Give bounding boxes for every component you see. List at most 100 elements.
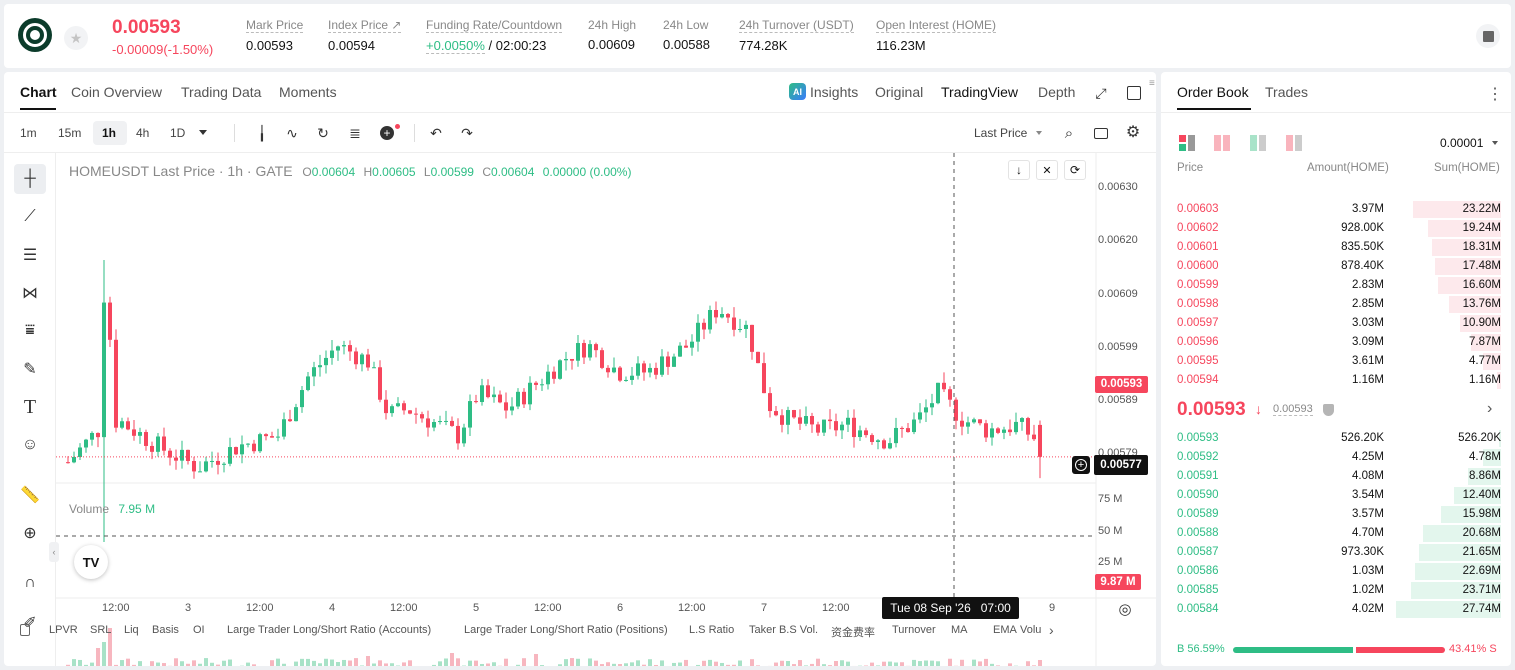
view-original[interactable]: Original — [875, 84, 924, 100]
precision-select[interactable]: 0.00001 — [1440, 136, 1484, 150]
indicator-item[interactable]: Liq — [124, 624, 139, 636]
bid-row[interactable]: 0.00588 4.70M 20.68M — [1171, 524, 1501, 543]
bid-row[interactable]: 0.00584 4.02M 27.74M — [1171, 600, 1501, 619]
view-bids-icon[interactable] — [1250, 135, 1266, 151]
bid-row[interactable]: 0.00592 4.25M 4.78M — [1171, 448, 1501, 467]
indicator-item[interactable]: Large Trader Long/Short Ratio (Positions… — [464, 624, 668, 636]
interval-dropdown-icon[interactable] — [199, 130, 207, 135]
view-tradingview[interactable]: TradingView — [941, 84, 1019, 100]
interval-1h-selected[interactable] — [93, 121, 127, 145]
camera-icon[interactable] — [1094, 128, 1108, 139]
interval-1h[interactable]: 1h — [102, 126, 117, 140]
indicator-item[interactable]: 资金费率 — [831, 627, 875, 639]
zoom-tool-icon[interactable]: ⊕ — [23, 525, 37, 542]
bid-row[interactable]: 0.00590 3.54M 12.40M — [1171, 486, 1501, 505]
search-icon[interactable]: ⌕ — [1064, 124, 1074, 142]
tab-order-book[interactable]: Order Book — [1177, 84, 1249, 100]
price-type-select[interactable]: Last Price — [974, 126, 1028, 140]
indicator-item[interactable]: LPVR — [49, 624, 78, 636]
volume-bar — [540, 665, 544, 666]
view-depth[interactable]: Depth — [1038, 84, 1076, 100]
volume-bar — [522, 658, 526, 666]
ask-row[interactable]: 0.00594 1.16M 1.16M — [1171, 371, 1501, 390]
ruler-tool-icon[interactable]: 📏 — [20, 487, 40, 504]
interval-15m[interactable]: 15m — [58, 126, 82, 140]
trendline-tool-icon[interactable]: ⟋ — [24, 208, 36, 225]
redo-icon[interactable]: ↷ — [461, 125, 473, 141]
indicator-item[interactable]: OI — [193, 624, 205, 636]
volume-bar — [870, 662, 874, 666]
ask-row[interactable]: 0.00600 878.40K 17.48M — [1171, 257, 1501, 276]
ask-row[interactable]: 0.00602 928.00K 19.24M — [1171, 219, 1501, 238]
bid-row[interactable]: 0.00587 973.30K 21.65M — [1171, 543, 1501, 562]
view-asks-bids-icon[interactable] — [1214, 135, 1230, 151]
stat-index-price[interactable]: Index Price ↗ 0.00594 — [328, 18, 402, 53]
notes-icon[interactable] — [1476, 24, 1500, 48]
expand-icon[interactable]: ⤢ — [1095, 85, 1107, 101]
indicator-item[interactable]: Large Trader Long/Short Ratio (Accounts) — [227, 624, 432, 636]
brush-tool-icon[interactable]: ✎ — [23, 361, 37, 378]
interval-1m[interactable]: 1m — [20, 126, 37, 140]
indicator-lock-icon[interactable] — [20, 624, 30, 636]
window-icon[interactable] — [1127, 86, 1141, 100]
legend-down-button[interactable]: ↓ — [1008, 160, 1030, 180]
ask-row[interactable]: 0.00596 3.09M 7.87M — [1171, 333, 1501, 352]
indicator-item[interactable]: Taker B.S Vol. — [749, 624, 819, 636]
view-insights[interactable]: Insights — [810, 84, 859, 100]
undo-icon[interactable]: ↶ — [430, 125, 442, 141]
tab-moments[interactable]: Moments — [279, 84, 337, 100]
replay-icon[interactable]: ↻ — [317, 125, 329, 141]
chevron-right-icon[interactable]: › — [1487, 400, 1493, 417]
crosshair-add-icon[interactable]: + — [1072, 456, 1090, 474]
ask-row[interactable]: 0.00595 3.61M 4.77M — [1171, 352, 1501, 371]
tab-coin-overview[interactable]: Coin Overview — [71, 84, 163, 100]
bid-row[interactable]: 0.00585 1.02M 23.71M — [1171, 581, 1501, 600]
settings-gear-icon[interactable]: ⚙ — [1125, 124, 1141, 141]
ask-row[interactable]: 0.00597 3.03M 10.90M — [1171, 314, 1501, 333]
view-asks-icon[interactable] — [1286, 135, 1302, 151]
view-both-icon[interactable] — [1179, 135, 1195, 151]
crosshair-tool-icon[interactable]: ┼ — [14, 164, 46, 194]
indicator-item[interactable]: SRL — [90, 624, 112, 636]
indicator-item[interactable]: L.S Ratio — [689, 624, 735, 636]
pattern-tool-icon[interactable]: ⋈ — [22, 285, 38, 302]
indicator-item[interactable]: Basis — [152, 624, 179, 636]
indicator-item[interactable]: Turnover — [892, 624, 936, 636]
ask-row[interactable]: 0.00601 835.50K 18.31M — [1171, 238, 1501, 257]
magnet-tool-icon[interactable]: ∩ — [24, 574, 36, 591]
bid-row[interactable]: 0.00589 3.57M 15.98M — [1171, 505, 1501, 524]
lock-tool-icon[interactable]: ✐ — [23, 615, 37, 632]
emoji-tool-icon[interactable]: ☺ — [21, 436, 39, 453]
indicators-icon[interactable]: ∿ — [286, 125, 298, 141]
bid-row[interactable]: 0.00591 4.08M 8.86M — [1171, 467, 1501, 486]
indicator-item[interactable]: EMA — [993, 624, 1017, 636]
legend-collapse-button[interactable]: ✕ — [1036, 160, 1058, 180]
bid-row[interactable]: 0.00586 1.03M 22.69M — [1171, 562, 1501, 581]
text-tool-icon[interactable]: T — [23, 395, 37, 418]
tab-trading-data[interactable]: Trading Data — [181, 84, 262, 100]
bid-row[interactable]: 0.00593 526.20K 526.20K — [1171, 429, 1501, 448]
panel-menu-icon[interactable]: ≡ — [1149, 78, 1155, 89]
interval-1d[interactable]: 1D — [170, 126, 186, 140]
candle-body — [252, 443, 256, 452]
indicator-next-icon[interactable]: › — [1049, 622, 1054, 638]
candle-type-icon[interactable]: ╽ — [257, 125, 267, 141]
indicator-item[interactable]: Volu — [1020, 624, 1042, 636]
legend-loop-button[interactable]: ⟳ — [1064, 160, 1086, 180]
tab-trades[interactable]: Trades — [1265, 84, 1309, 100]
favorite-star-icon[interactable]: ★ — [64, 26, 88, 50]
templates-icon[interactable]: ≣ — [349, 125, 361, 141]
position-tool-icon[interactable]: ⩸ — [25, 322, 35, 339]
interval-4h[interactable]: 4h — [136, 126, 150, 140]
candlestick-chart[interactable] — [56, 153, 1156, 666]
tab-chart[interactable]: Chart — [20, 84, 57, 100]
time-settings-icon[interactable]: ◎ — [1118, 600, 1132, 618]
ask-row[interactable]: 0.00599 2.83M 16.60M — [1171, 276, 1501, 295]
collapse-toolbar-icon[interactable]: ‹ — [49, 542, 59, 562]
ask-row[interactable]: 0.00598 2.85M 13.76M — [1171, 295, 1501, 314]
add-alert-icon[interactable]: + — [380, 126, 394, 140]
indicator-item[interactable]: MA — [951, 624, 968, 636]
ask-row[interactable]: 0.00603 3.97M 23.22M — [1171, 200, 1501, 219]
orderbook-more-icon[interactable]: ⋮ — [1487, 86, 1503, 103]
fib-tool-icon[interactable]: ☰ — [22, 247, 38, 264]
